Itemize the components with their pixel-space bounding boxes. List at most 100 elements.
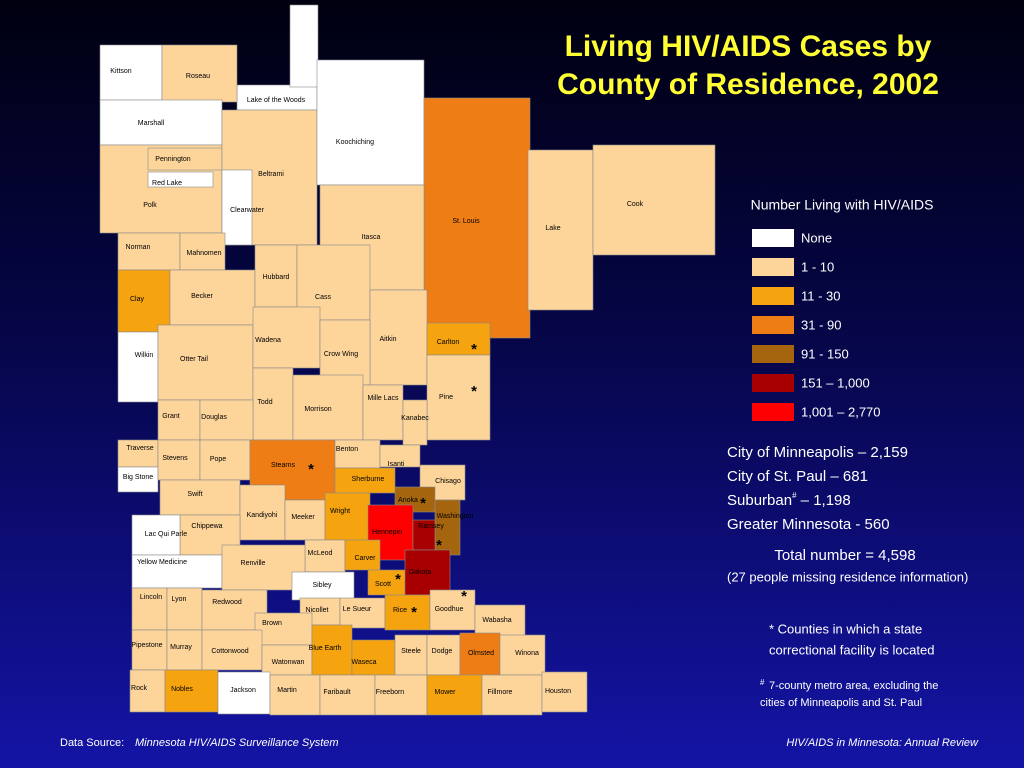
county-label: Houston: [545, 688, 571, 695]
county: [344, 539, 381, 571]
county-label: Waseca: [351, 659, 376, 666]
county: [239, 484, 286, 541]
county-label: Pine: [439, 394, 453, 401]
legend-swatch: [752, 374, 794, 392]
county-label: Blue Earth: [309, 645, 342, 652]
county: [541, 671, 588, 713]
county-label: Goodhue: [435, 606, 464, 613]
county: [129, 669, 166, 713]
county: [131, 514, 181, 556]
legend-label: None: [801, 230, 832, 245]
county: [384, 594, 431, 631]
county-label: Jackson: [230, 687, 256, 694]
legend-swatch: [752, 287, 794, 305]
county: [291, 571, 355, 601]
county-label: Cass: [315, 294, 331, 301]
county: [527, 149, 594, 311]
county: [99, 99, 223, 146]
county-label: Mille Lacs: [367, 395, 399, 402]
county: [394, 634, 428, 676]
legend-swatch: [752, 316, 794, 334]
county: [201, 629, 263, 671]
county: [157, 324, 254, 401]
county: [481, 674, 543, 716]
county-label: Pipestone: [131, 642, 162, 649]
county-label: Lake of the Woods: [247, 97, 306, 104]
county-label: Swift: [187, 491, 202, 498]
county-label: Fillmore: [488, 689, 513, 696]
county-label: Itasca: [362, 234, 381, 241]
county-label: Lac Qui Parle: [145, 531, 188, 538]
county-label: Sibley: [312, 582, 332, 589]
county: [284, 499, 326, 541]
county: [117, 439, 159, 468]
footer-publication: HIV/AIDS in Minnesota: Annual Review: [786, 737, 979, 749]
county: [296, 244, 371, 321]
county: [179, 232, 226, 271]
legend: None 1 - 10 11 - 30 31 - 90 91 - 150 151 – 1,…: [752, 229, 881, 421]
county-label: Red Lake: [152, 180, 182, 187]
note: * Counties in which a state: [769, 621, 922, 636]
notes: * Counties in which a state correctional…: [760, 621, 938, 708]
correctional-marker: *: [411, 604, 417, 621]
county: [199, 439, 251, 481]
county: [319, 674, 376, 716]
county-label: Hubbard: [263, 274, 290, 281]
county-label: Rice: [393, 607, 407, 614]
county-label: Otter Tail: [180, 356, 208, 363]
footer-label: Data Source:: [60, 737, 124, 749]
county: [217, 671, 271, 715]
county-label: Scott: [375, 581, 391, 588]
county-label: Chisago: [435, 478, 461, 485]
county-label: Morrison: [304, 406, 331, 413]
county-label: Marshall: [138, 120, 165, 127]
county: [334, 439, 381, 469]
county: [221, 544, 306, 591]
county: [426, 322, 491, 356]
county-label: Renville: [241, 560, 266, 567]
county-label: Steele: [401, 648, 421, 655]
legend-swatch: [752, 229, 794, 247]
county: [221, 169, 253, 246]
county: [99, 44, 163, 101]
county: [362, 384, 404, 441]
county: [166, 629, 203, 671]
county-label: McLeod: [308, 550, 333, 557]
county-label: Crow Wing: [324, 351, 358, 358]
title-line: Living HIV/AIDS Cases by: [565, 30, 932, 63]
county: [324, 492, 371, 541]
legend-swatch: [752, 403, 794, 421]
county: [289, 4, 319, 88]
county-label: Winona: [515, 650, 539, 657]
county: [402, 399, 428, 446]
county-label: Lincoln: [140, 594, 162, 601]
county: [423, 97, 531, 339]
county-label: Cottonwood: [211, 648, 248, 655]
stat-text: Suburban: [727, 492, 792, 509]
county-label: Grant: [162, 413, 180, 420]
county-label: Yellow Medicine: [137, 559, 187, 566]
stat-line: City of Minneapolis – 2,159: [727, 444, 908, 461]
county: [117, 269, 171, 333]
county: [592, 144, 716, 256]
county-label: Koochiching: [336, 139, 374, 146]
county: [157, 399, 201, 441]
county: [157, 439, 201, 481]
county-label: Martin: [277, 687, 297, 694]
county: [499, 634, 546, 676]
county: [236, 84, 318, 111]
stat-line: City of St. Paul – 681: [727, 468, 868, 485]
legend-label: 91 - 150: [801, 346, 849, 361]
stat-line: Suburban# – 1,198: [727, 491, 851, 509]
county-label: Kandiyohi: [247, 512, 278, 519]
footer: Data Source: Minnesota HIV/AIDS Surveill…: [60, 737, 979, 749]
legend-swatch: [752, 345, 794, 363]
county: [131, 587, 168, 631]
county: [351, 639, 396, 676]
note: correctional facility is located: [769, 642, 934, 657]
county-label: Cook: [627, 201, 644, 208]
title-line: County of Residence, 2002: [557, 68, 939, 101]
county-label: St. Louis: [452, 218, 480, 225]
stat-total: Total number = 4,598: [774, 547, 915, 564]
correctional-marker: *: [471, 341, 477, 358]
